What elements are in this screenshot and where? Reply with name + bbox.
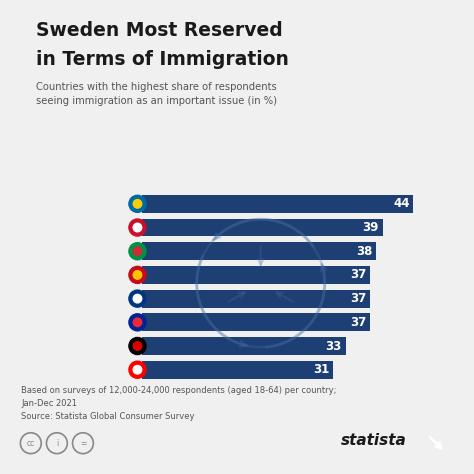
Text: 44: 44: [393, 197, 410, 210]
Bar: [142, 337, 346, 355]
Text: 33: 33: [326, 339, 342, 353]
Bar: [142, 361, 333, 379]
Text: Source: Statista Global Consumer Survey: Source: Statista Global Consumer Survey: [21, 412, 195, 421]
Bar: [142, 242, 376, 260]
Text: 31: 31: [313, 363, 329, 376]
Text: cc: cc: [27, 439, 35, 447]
Text: in Terms of Immigration: in Terms of Immigration: [36, 50, 288, 69]
Text: Sweden Most Reserved: Sweden Most Reserved: [36, 21, 283, 40]
Text: 38: 38: [356, 245, 373, 258]
Bar: [142, 219, 383, 237]
Text: Countries with the highest share of respondents
seeing immigration as an importa: Countries with the highest share of resp…: [36, 82, 276, 106]
Text: i: i: [56, 439, 58, 447]
Text: Based on surveys of 12,000-24,000 respondents (aged 18-64) per country;: Based on surveys of 12,000-24,000 respon…: [21, 386, 337, 395]
Bar: [142, 290, 370, 308]
Bar: [142, 313, 370, 331]
Text: 37: 37: [350, 292, 366, 305]
Text: 39: 39: [363, 221, 379, 234]
Text: 37: 37: [350, 316, 366, 329]
Text: =: =: [80, 439, 86, 447]
Bar: [142, 266, 370, 284]
Text: statista: statista: [341, 433, 407, 448]
Bar: [142, 195, 413, 213]
Text: 37: 37: [350, 268, 366, 282]
Text: Jan-Dec 2021: Jan-Dec 2021: [21, 399, 77, 408]
